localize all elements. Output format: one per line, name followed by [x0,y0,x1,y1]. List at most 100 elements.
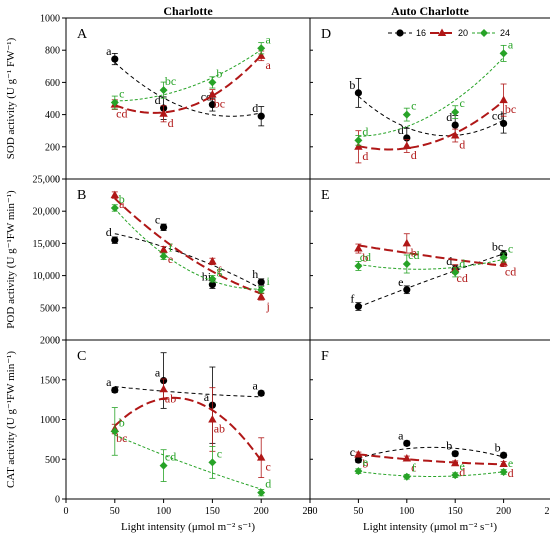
trend-line-16 [114,233,262,289]
marker-16 [208,281,216,289]
significance-letter: b [216,66,222,80]
significance-letter: d [362,124,368,138]
marker-16 [500,119,508,128]
marker-24 [451,268,460,277]
significance-letter: h [252,267,258,281]
marker-20 [451,131,460,139]
marker-20 [257,51,266,59]
y-tick-label: 5000 [40,303,60,314]
y-axis-label: POD activity (U g⁻¹FW min⁻¹) [5,190,17,329]
significance-letter: cd [165,450,176,464]
y-tick-label: 1000 [40,14,60,25]
marker-24 [451,471,460,480]
x-tick-label: 50 [110,506,120,517]
significance-letter: a [266,58,272,72]
significance-letter: d [106,225,112,239]
significance-letter: b [119,192,125,206]
y-tick-label: 2000 [40,336,60,347]
panel-letter: A [77,27,88,42]
trend-line-16 [114,62,262,117]
marker-24 [110,98,119,107]
significance-letter: cd [201,90,212,104]
significance-letter: b [119,415,125,429]
significance-letter: e [460,459,465,473]
marker-24 [208,458,217,467]
x-axis-label-right: Light intensity (μmol m⁻² s⁻¹) [363,521,497,533]
significance-letter: a [106,375,112,389]
marker-20 [208,256,217,265]
significance-letter: f [412,461,416,475]
marker-24 [402,110,411,119]
marker-20 [159,384,168,393]
significance-letter: d [508,466,514,480]
panel-letter: F [321,349,329,364]
trend-line-24 [114,208,262,290]
significance-letter: c [508,242,513,256]
significance-letter: a [119,197,125,211]
significance-letter: bc [505,102,516,116]
significance-letter: f [217,263,221,277]
significance-letter: d [446,110,452,124]
trend-line-16 [114,386,262,398]
marker-24 [402,472,411,481]
marker-20 [499,459,508,468]
trend-line-24 [358,258,504,270]
significance-letter: d [168,116,174,130]
significance-letter: j [266,299,270,313]
significance-letter: cd [505,265,516,279]
trend-line-20 [358,244,504,267]
significance-letter: c [266,460,271,474]
x-tick-label: 150 [448,506,463,517]
marker-16 [257,112,265,120]
marker-20 [354,449,363,458]
x-tick-label: 0 [308,506,313,517]
significance-letter: b [362,251,368,265]
marker-20 [257,292,266,300]
marker-24 [159,461,168,470]
significance-letter: d [446,254,452,268]
panel-letter: B [77,188,86,203]
significance-letter: d [459,138,465,152]
x-tick-label: 100 [399,506,414,517]
x-tick-label: 250 [303,506,318,517]
marker-24 [354,467,363,476]
significance-letter: d [411,148,417,162]
marker-24 [159,252,168,261]
marker-16 [451,450,459,458]
significance-letter: a [398,428,404,442]
significance-letter: a [508,37,514,51]
marker-16 [354,302,362,311]
outer-frame [65,17,550,500]
y-tick-label: 20,000 [33,207,61,218]
trend-line-20 [114,54,262,114]
marker-24 [257,44,266,53]
y-tick-label: 15,000 [33,239,61,250]
y-tick-label: 0 [55,175,60,186]
marker-24 [208,274,217,283]
marker-24 [159,86,168,95]
trend-line-24 [358,471,504,477]
legend-label-20: 20 [458,28,468,38]
significance-letter: c [350,445,355,459]
significance-letter: i [267,274,271,288]
marker-20 [159,109,168,117]
significance-letter: d [362,149,368,163]
marker-24 [354,261,363,270]
y-axis-label: CAT activity (U g⁻¹FW min⁻¹) [5,351,17,488]
significance-letter: a [266,32,272,46]
marker-16 [403,439,411,447]
column-title-charlotte: Charlotte [163,4,213,18]
significance-letter: c [155,212,160,226]
panel-letter: C [77,349,86,364]
significance-letter: a [204,390,210,404]
marker-20 [451,458,460,467]
marker-16 [111,236,119,244]
significance-letter: d [459,256,465,270]
marker-24 [451,108,460,117]
x-tick-label: 250 [545,506,550,517]
significance-letter: d [265,477,271,491]
